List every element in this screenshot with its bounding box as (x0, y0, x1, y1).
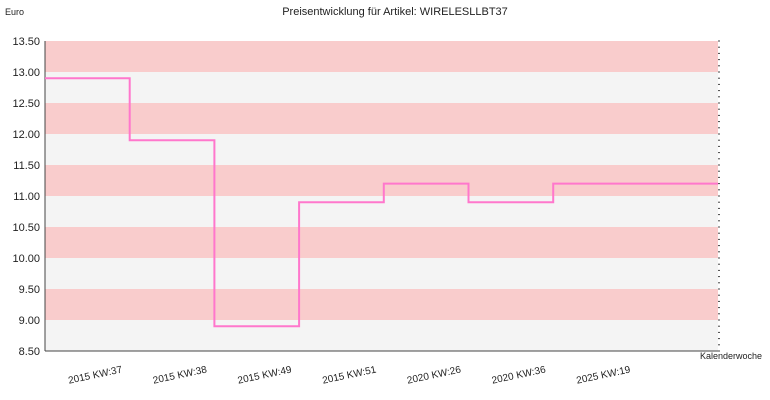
x-tick-label: 2015 KW:37 (67, 364, 123, 386)
x-axis-label: Kalenderwoche (700, 351, 762, 361)
x-tick-label: 2015 KW:38 (152, 364, 208, 386)
background-band (45, 72, 718, 103)
x-tick-label: 2025 KW:19 (576, 364, 632, 386)
x-tick-label: 2020 KW:26 (406, 364, 462, 386)
y-tick-label: 8.50 (19, 346, 40, 358)
background-band (45, 41, 718, 72)
y-tick-label: 9.00 (19, 315, 40, 327)
y-tick-label: 9.50 (19, 284, 40, 296)
x-tick-label: 2015 KW:49 (237, 364, 293, 386)
series-group (45, 77, 718, 328)
background-bands (45, 41, 718, 351)
x-tick-labels: 2015 KW:37 2015 KW:38 2015 KW:49 2015 KW:51… (67, 364, 632, 386)
background-band (45, 320, 718, 351)
background-band (45, 134, 718, 165)
background-band (45, 196, 718, 227)
background-band (45, 258, 718, 289)
y-tick-label: 11.50 (13, 160, 40, 172)
y-tick-label: 12.00 (12, 129, 40, 141)
x-tick-label: 2020 KW:36 (491, 364, 547, 386)
background-band (45, 103, 718, 134)
background-band (45, 165, 718, 196)
y-axis-label: Euro (5, 7, 24, 17)
y-tick-label: 13.50 (12, 36, 40, 48)
background-band (45, 227, 718, 258)
chart-title: Preisentwicklung für Artikel: WIRELESLLB… (282, 6, 508, 18)
y-tick-label: 13.00 (12, 67, 40, 79)
x-tick-label: 2015 KW:51 (321, 364, 377, 386)
right-minor-ticks (718, 40, 720, 352)
y-tick-label: 12.50 (12, 98, 40, 110)
y-tick-label: 10.50 (12, 222, 40, 234)
axes (44, 41, 718, 352)
y-tick-label: 10.00 (12, 253, 40, 265)
background-band (45, 289, 718, 320)
price-step-line (45, 77, 718, 328)
y-tick-labels: 8.50 9.00 9.50 10.00 10.50 11.00 11.50 12.00 12.… (12, 36, 40, 358)
y-tick-label: 11.00 (13, 191, 40, 203)
